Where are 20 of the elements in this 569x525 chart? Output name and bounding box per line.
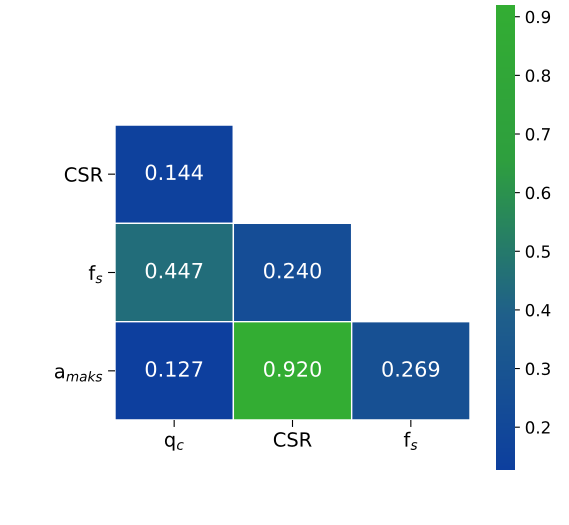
color-bar-label: 0.3 (526, 362, 550, 376)
data-label: 0.240 (264, 262, 321, 279)
data-label: 0.127 (146, 361, 202, 377)
color-bar-label: 0.5 (526, 245, 550, 258)
x-tick-label: f$_{s}$ (404, 432, 418, 450)
x-tick-label: CSR (274, 432, 312, 447)
data-label: 0.920 (264, 361, 321, 377)
color-bar-label: 0.9 (526, 10, 550, 24)
y-tick-label: CSR (64, 167, 103, 182)
y-tick-label: f$_{s}$ (88, 265, 102, 284)
x-tick-label: q$_{c}$ (164, 436, 184, 451)
color-bar-label: 0.6 (526, 186, 550, 200)
color-bar-label: 0.7 (526, 128, 550, 141)
data-label: 0.144 (146, 164, 203, 180)
data-label: 0.447 (146, 262, 202, 279)
data-label: 0.269 (382, 361, 440, 377)
color-bar-label: 0.8 (526, 69, 550, 82)
y-tick-label: a$_{maks}$ (54, 367, 102, 382)
color-bar-label: 0.2 (526, 421, 550, 434)
color-bar-label: 0.4 (526, 304, 550, 316)
